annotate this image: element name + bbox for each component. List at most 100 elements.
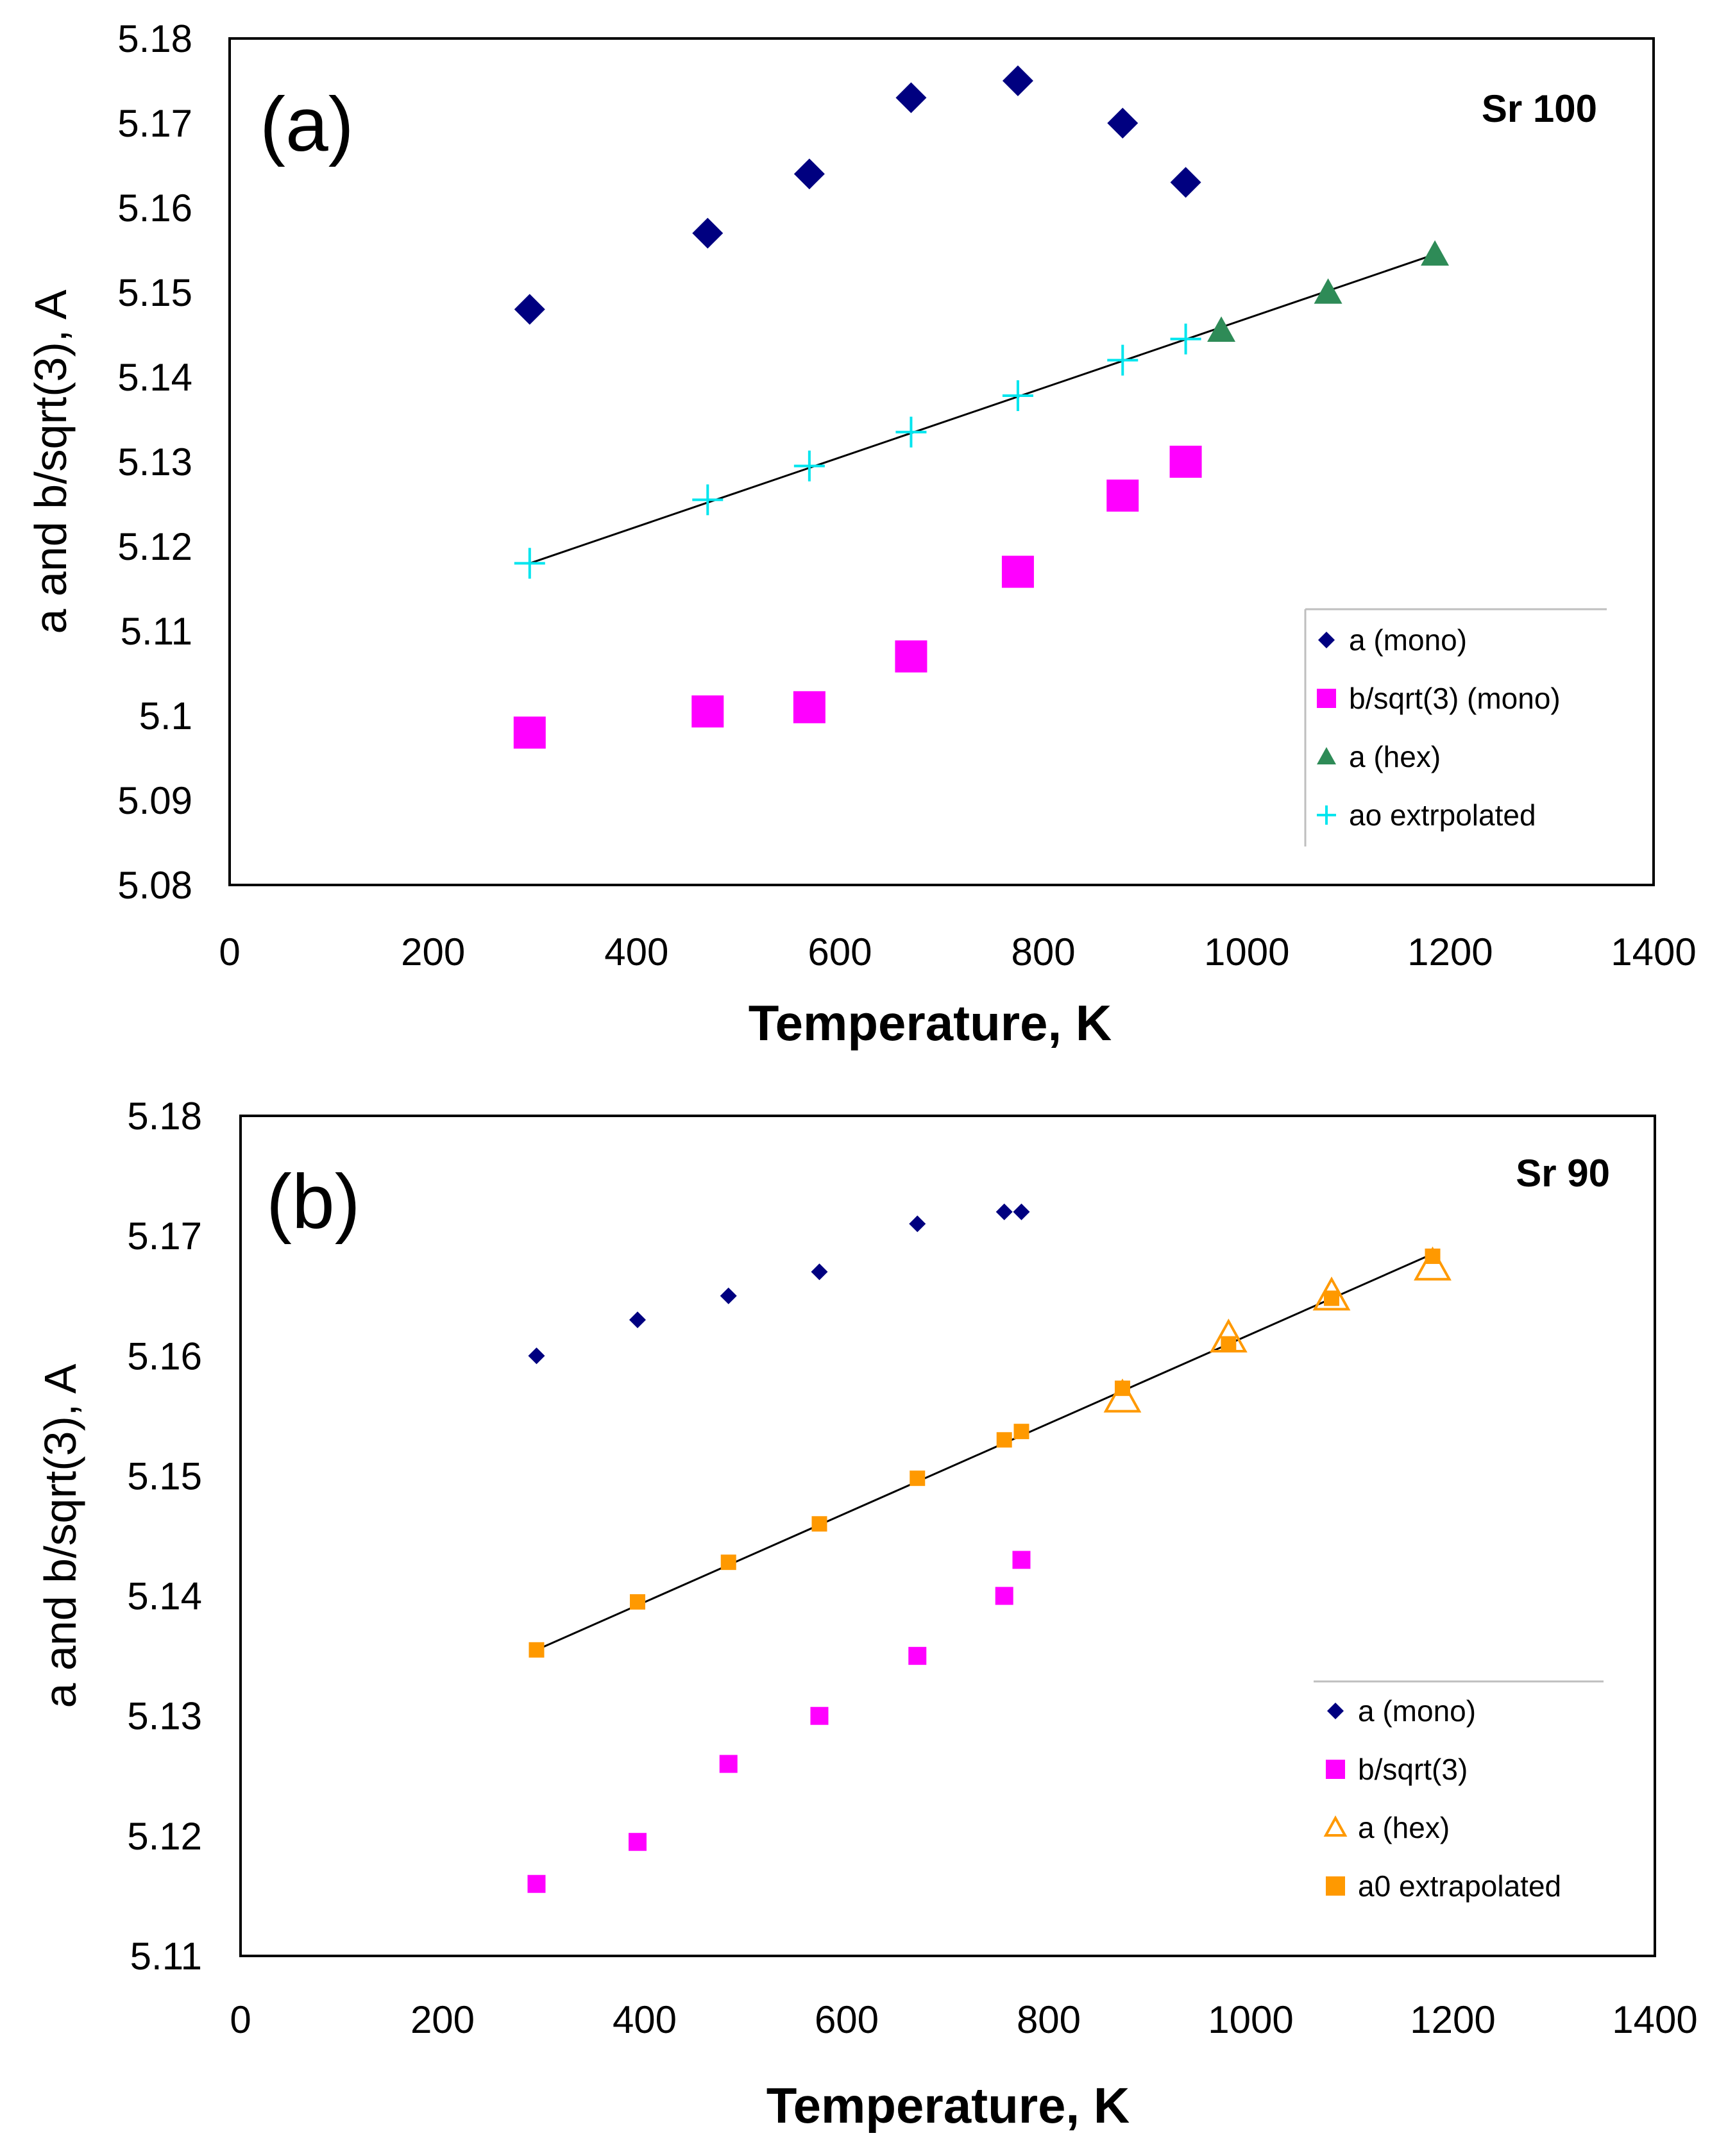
legend-label: a (mono) xyxy=(1349,623,1467,657)
data-point xyxy=(1421,240,1450,266)
data-point xyxy=(719,1755,738,1773)
data-point xyxy=(1324,1290,1339,1306)
panel-a-label: (a) xyxy=(260,81,354,167)
legend-item: a0 extrapolated xyxy=(1326,1869,1561,1903)
legend-item: a (mono) xyxy=(1318,623,1467,657)
data-point xyxy=(692,484,724,516)
legend-item: a (hex) xyxy=(1317,740,1441,773)
legend-item: b/sqrt(3) (mono) xyxy=(1317,682,1561,715)
panel-b-data-points xyxy=(527,1203,1452,1893)
panel-a-plot-frame xyxy=(228,37,1655,886)
data-point xyxy=(528,1347,545,1365)
data-point xyxy=(811,1263,828,1281)
legend-marker xyxy=(1318,632,1335,648)
legend-label: a (mono) xyxy=(1358,1694,1476,1728)
data-point xyxy=(1170,323,1201,355)
data-point xyxy=(1414,1246,1452,1281)
y-tick-label: 5.12 xyxy=(117,525,192,568)
panel-b-legend-items: a (mono) b/sqrt(3) a (hex) a0 extrapolated xyxy=(1323,1694,1561,1903)
data-point xyxy=(527,1874,546,1893)
x-tick-label: 400 xyxy=(604,931,668,973)
data-point xyxy=(629,1311,646,1329)
data-point xyxy=(629,1594,645,1610)
y-tick-label: 5.14 xyxy=(127,1575,202,1618)
y-tick-label: 5.15 xyxy=(117,271,192,314)
panel-a-title: Sr 100 xyxy=(1482,87,1597,130)
x-tick-label: 800 xyxy=(1017,1998,1081,2041)
y-tick-label: 5.17 xyxy=(117,102,192,145)
data-point xyxy=(1114,1380,1130,1396)
data-point xyxy=(720,1287,737,1304)
data-point xyxy=(1002,380,1033,412)
legend-marker xyxy=(1323,1815,1348,1837)
legend-item: ao extrpolated xyxy=(1317,798,1536,832)
panel-a-x-ticks: 0 200 400 600 800 1000 1200 1400 xyxy=(219,931,1696,973)
data-point xyxy=(995,1203,1013,1220)
y-tick-label: 5.13 xyxy=(127,1695,202,1738)
y-tick-label: 5.15 xyxy=(127,1454,202,1497)
y-tick-label: 5.16 xyxy=(127,1335,202,1377)
data-point xyxy=(1169,446,1202,478)
x-tick-label: 1400 xyxy=(1612,1998,1697,2041)
data-point xyxy=(691,695,724,728)
y-tick-label: 5.12 xyxy=(127,1815,202,1858)
data-point xyxy=(1107,344,1139,376)
x-tick-label: 0 xyxy=(230,1998,251,2041)
data-point xyxy=(910,1470,926,1486)
y-tick-label: 5.09 xyxy=(117,779,192,822)
x-tick-label: 200 xyxy=(411,1998,475,2041)
panel-a-legend-items: a (mono) b/sqrt(3) (mono) a (hex) ao extrpo… xyxy=(1317,623,1561,832)
panel-b-title: Sr 90 xyxy=(1516,1152,1610,1195)
panel-a-fit-line xyxy=(529,253,1435,564)
data-point xyxy=(909,1215,926,1233)
y-tick-label: 5.08 xyxy=(117,864,192,907)
data-point xyxy=(692,217,724,249)
legend-label: b/sqrt(3) xyxy=(1358,1753,1468,1786)
y-tick-label: 5.11 xyxy=(130,1935,202,1978)
legend-label: a0 extrapolated xyxy=(1358,1869,1561,1903)
legend-marker xyxy=(1327,1703,1344,1719)
legend-item: a (mono) xyxy=(1327,1694,1476,1728)
data-point xyxy=(895,82,927,114)
series-0-points xyxy=(514,65,1201,325)
x-tick-label: 1200 xyxy=(1407,931,1493,973)
panel-b: 5.11 5.12 5.13 5.14 5.15 5.16 5.17 5.18 0 200 400… xyxy=(35,1095,1698,2134)
x-tick-label: 800 xyxy=(1012,931,1076,973)
panel-b-y-ticks: 5.11 5.12 5.13 5.14 5.15 5.16 5.17 5.18 xyxy=(127,1095,202,1978)
panel-b-fit-line xyxy=(536,1252,1434,1651)
data-point xyxy=(1312,1276,1351,1311)
data-point xyxy=(1013,1424,1029,1440)
data-point xyxy=(811,1516,827,1532)
legend-marker xyxy=(1326,1876,1345,1896)
data-point xyxy=(1107,108,1139,139)
data-point xyxy=(1314,278,1342,304)
panel-b-label: (b) xyxy=(266,1159,360,1245)
legend-marker xyxy=(1317,805,1336,825)
series-2-points xyxy=(1207,240,1450,342)
y-tick-label: 5.14 xyxy=(117,356,192,399)
legend-label: b/sqrt(3) (mono) xyxy=(1349,682,1561,715)
data-point xyxy=(895,416,927,448)
legend-label: a (hex) xyxy=(1358,1811,1450,1844)
data-point xyxy=(793,450,825,482)
data-point xyxy=(513,716,546,749)
panel-a-y-ticks: 5.08 5.09 5.1 5.11 5.12 5.13 5.14 5.15 5.16 5.17 5… xyxy=(117,17,192,907)
data-point xyxy=(1103,1378,1142,1413)
y-tick-label: 5.13 xyxy=(117,441,192,484)
legend-item: b/sqrt(3) xyxy=(1326,1753,1468,1786)
panel-a: 5.08 5.09 5.1 5.11 5.12 5.13 5.14 5.15 5.16 5.17 5… xyxy=(26,17,1697,1051)
panel-b-x-ticks: 0 200 400 600 800 1000 1200 1400 xyxy=(230,1998,1697,2041)
x-tick-label: 200 xyxy=(401,931,465,973)
y-tick-label: 5.18 xyxy=(117,17,192,60)
legend-marker xyxy=(1317,689,1336,708)
data-point xyxy=(810,1706,829,1725)
series-0-points xyxy=(528,1203,1030,1365)
data-point xyxy=(995,1587,1013,1605)
data-point xyxy=(514,294,545,325)
panel-b-plot-frame xyxy=(239,1115,1656,1957)
series-1-points xyxy=(527,1551,1031,1893)
data-point xyxy=(529,1642,545,1658)
data-point xyxy=(1012,1551,1031,1569)
